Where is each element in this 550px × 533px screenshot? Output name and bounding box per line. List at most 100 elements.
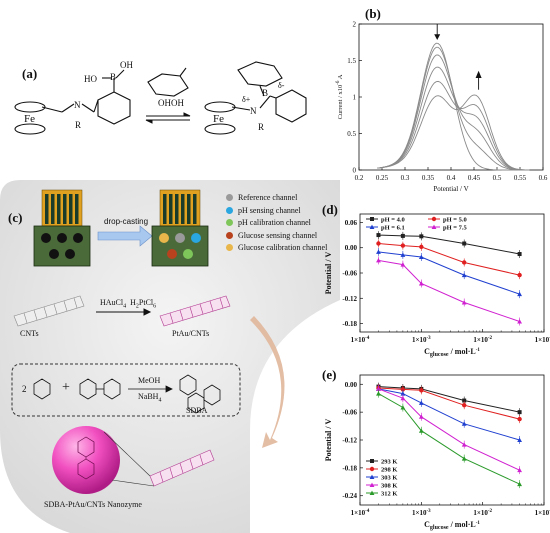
plus-sign: +	[62, 380, 70, 395]
zoom-line-top	[103, 431, 151, 477]
chart-e-xtick-label: 1×10-2	[473, 509, 492, 517]
data-point-circle	[376, 241, 381, 246]
series-0	[376, 382, 522, 417]
cv-curve	[377, 42, 530, 171]
chart-d-xtick-exp: -2	[488, 336, 493, 341]
data-point-circle	[369, 466, 375, 472]
data-point-triangle	[418, 254, 424, 259]
legend-text-4: Glucose calibration channel	[238, 243, 328, 252]
panel-c-label: (c)	[8, 210, 23, 225]
panel-a-label: (a)	[22, 66, 38, 81]
zoom-line-bottom	[111, 479, 155, 487]
fe-label-left: Fe	[24, 113, 35, 125]
nanozyme-sphere	[52, 426, 120, 494]
panel-b: (b) 0.2 0.25 0.3 0.35 0.4 0.45 0.5 0.55 0.6 0 0.5 1…	[335, 0, 550, 200]
legend-dot-1	[226, 206, 233, 214]
ph-potential-chart: 0.060.00-0.06-0.12-0.181×10-4 1×10-3 1×10-…	[324, 213, 550, 358]
nanozyme-ligand-structure	[77, 436, 95, 480]
chart-d-xtick-label: 1×10-2	[473, 336, 492, 344]
legend-label: pH = 6.1	[381, 225, 405, 232]
data-point-triangle	[517, 481, 522, 487]
reagent-sub2: 2	[135, 303, 139, 310]
nanozyme-cnt-tube	[149, 449, 215, 487]
data-point-circle	[400, 387, 406, 392]
chart-b-ytick-label: 0	[353, 167, 357, 175]
chart-e-xlabel-c: C	[424, 520, 430, 529]
chart-d-xlabel-sub: glucose	[430, 352, 449, 358]
chart-d-xtick-label: 1×10-4	[351, 336, 370, 344]
equilibrium-arrows	[145, 112, 191, 124]
cv-curve	[377, 54, 530, 171]
panel-e: (e) 0.00 -0.06 -0.12 -0.18 -0.24 1×10-4 1×10-3…	[320, 365, 550, 533]
series-3	[376, 384, 522, 475]
legend-text-3: Glucose sensing channel	[238, 230, 318, 240]
cv-curve	[377, 80, 530, 171]
legend-label: 312 K	[381, 491, 397, 498]
chart-e-xlabel-sup: -1	[476, 521, 481, 526]
chart-d-legend: pH = 4.0 pH = 5.0 pH = 6.1 pH = 7.5	[366, 217, 467, 232]
panel-c: (c)	[0, 180, 340, 533]
data-point-circle	[517, 416, 522, 422]
legend-label: 303 K	[381, 475, 397, 482]
chart-e-ytick-label: -0.06	[342, 409, 357, 417]
panel-d: (d) 0.06 0.00 -0.06 -0.12 -0.18 1×10-4 1×10-3 1…	[320, 200, 550, 365]
data-point-triangle	[376, 386, 381, 391]
data-point-triangle	[369, 474, 375, 479]
series-1	[376, 384, 522, 424]
nabh4-label: NaBH4	[138, 392, 161, 404]
data-point-circle	[419, 388, 424, 393]
data-point-triangle	[461, 421, 467, 426]
cnt-tube	[13, 295, 85, 327]
legend-text-1: pH sensing channel	[238, 205, 301, 215]
chart-b-ylabel: Current / x10-6 A	[336, 74, 344, 119]
legend-dot-3	[226, 231, 233, 239]
chart-b-xtick-label: 0.25	[376, 174, 389, 182]
sugar-ohoh-label: OHOH	[158, 98, 184, 108]
data-point-square	[370, 459, 374, 463]
data-point-triangle	[400, 405, 406, 410]
panel-e-label: (e)	[322, 367, 337, 382]
data-point-square	[400, 233, 405, 238]
chart-b-xtick-label: 0.2	[355, 174, 364, 182]
data-point-triangle	[369, 490, 375, 495]
stoich-two: 2	[22, 384, 27, 394]
modified-electrode-chip	[151, 189, 209, 267]
legend-label: pH = 5.0	[443, 217, 467, 224]
data-point-triangle	[517, 291, 522, 297]
ferrocene-boronate-ester	[204, 61, 307, 135]
chart-d-xtick-base: 1×10	[535, 336, 550, 344]
chart-b-xtick-label: 0.4	[447, 174, 456, 182]
data-point-triangle	[418, 281, 424, 286]
delta-minus-label: δ-	[278, 81, 285, 90]
chart-b-ytick-label: 1.5	[347, 57, 356, 65]
data-point-triangle	[461, 300, 467, 305]
legend-item-0: Reference channel	[226, 192, 327, 205]
chart-d-xlabel-sup: -1	[476, 348, 481, 353]
boronic-acid-reaction-scheme: Fe N R B OH HO OHOH Fe N R B	[14, 60, 307, 135]
legend-item-3: Glucose sensing channel	[226, 230, 327, 243]
data-point-square	[370, 217, 374, 221]
data-point-circle	[462, 260, 467, 265]
chart-e-xtick-exp: -2	[488, 509, 493, 514]
data-point-triangle	[376, 391, 381, 396]
reagent-arrow	[96, 308, 152, 316]
reagent-h: H	[126, 298, 136, 307]
drop-casting-arrow	[97, 225, 153, 247]
chart-e-xlabel-sub: glucose	[430, 525, 449, 531]
data-point-square	[419, 234, 424, 239]
legend-dot-4	[226, 244, 233, 251]
chart-b-xtick-label: 0.6	[539, 174, 548, 182]
chart-e-xtick-label: 1×10-4	[351, 509, 370, 517]
data-point-triangle	[376, 257, 381, 263]
b-label-left: B	[110, 72, 116, 82]
data-point-square	[462, 398, 467, 403]
legend-text-2: pH calibration channel	[238, 218, 311, 227]
data-point-square	[517, 410, 522, 415]
panel-d-label: (d)	[322, 202, 338, 217]
chart-b-ytick-label: 0.5	[347, 130, 356, 138]
legend-item-1: pH sensing channel	[226, 205, 327, 218]
data-point-triangle	[400, 262, 406, 267]
legend-item-4: Glucose calibration channel	[226, 242, 327, 255]
series-line	[378, 243, 520, 276]
chart-d-frame	[359, 213, 545, 333]
